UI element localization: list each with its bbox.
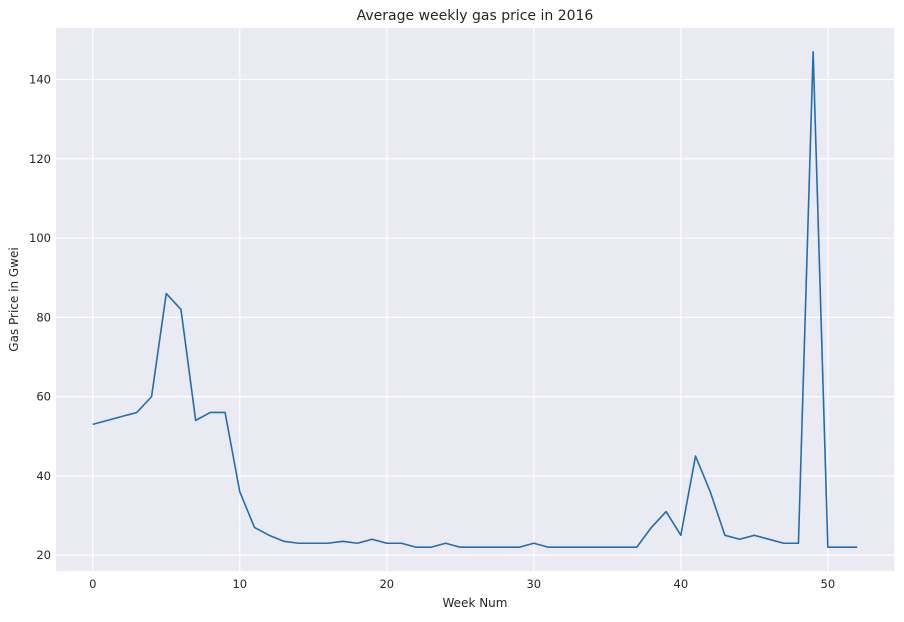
y-tick-label: 140: [29, 73, 51, 87]
chart-title: Average weekly gas price in 2016: [357, 8, 594, 24]
x-tick-label: 20: [379, 577, 394, 591]
x-tick-label: 50: [821, 577, 836, 591]
y-tick-label: 120: [29, 152, 51, 166]
y-tick-label: 40: [36, 469, 51, 483]
y-tick-label: 60: [36, 390, 51, 404]
x-axis-label: Week Num: [443, 596, 508, 610]
y-tick-label: 80: [36, 310, 51, 324]
x-tick-label: 30: [526, 577, 541, 591]
grid: [56, 28, 894, 571]
x-tick-label: 40: [674, 577, 689, 591]
x-tick-label: 10: [232, 577, 247, 591]
y-tick-label: 100: [29, 231, 51, 245]
y-tick-label: 20: [36, 548, 51, 562]
plot-area: [56, 28, 894, 571]
series-layer: [92, 50, 858, 549]
y-axis-label: Gas Price in Gwei: [7, 247, 21, 351]
tick-labels: 0 10 20 30 40 50 20 40 60 80 100 120 140: [29, 73, 835, 591]
x-tick-label: 0: [89, 577, 96, 591]
series-line: [92, 50, 858, 549]
